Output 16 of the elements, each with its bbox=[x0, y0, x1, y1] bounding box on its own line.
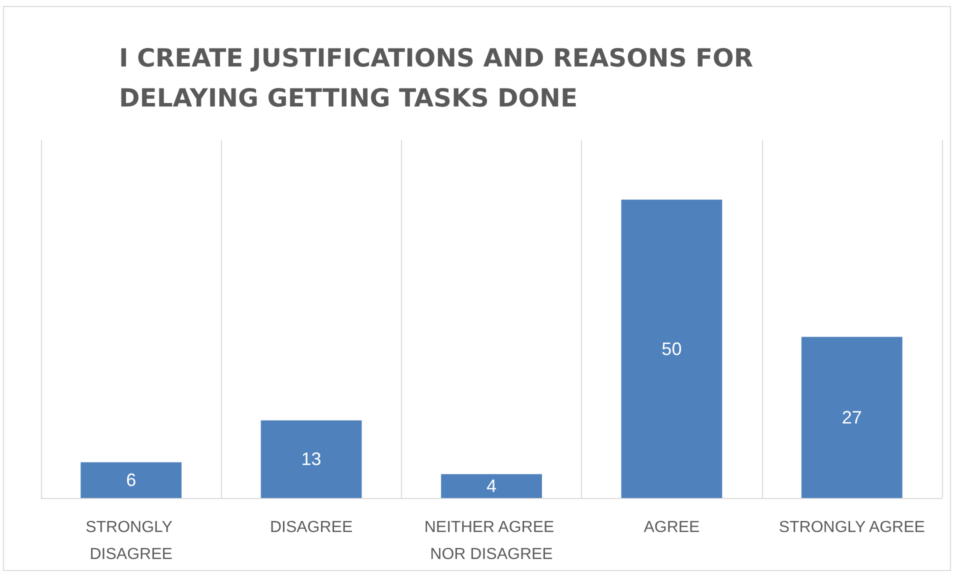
x-tick-label: STRONGLY DISAGREE bbox=[86, 519, 177, 563]
bar bbox=[441, 474, 542, 498]
x-tick-label: STRONGLY AGREE bbox=[778, 519, 925, 536]
data-label: 4 bbox=[486, 476, 497, 496]
data-label: 27 bbox=[842, 407, 862, 428]
x-tick-label: DISAGREE bbox=[270, 519, 353, 536]
bar bbox=[801, 336, 902, 498]
bar bbox=[621, 200, 722, 498]
x-tick-label: AGREE bbox=[644, 519, 700, 536]
data-label: 50 bbox=[662, 338, 682, 359]
chart-title: I CREATE JUSTIFICATIONS AND REASONS FOR DELAYING GETTING TASKS DONE bbox=[119, 44, 762, 112]
data-label: 13 bbox=[301, 449, 322, 470]
x-tick-label: NEITHER AGREE NOR DISAGREE bbox=[424, 519, 559, 563]
bar bbox=[260, 420, 362, 498]
bar bbox=[80, 462, 182, 498]
data-label: 6 bbox=[126, 470, 136, 490]
